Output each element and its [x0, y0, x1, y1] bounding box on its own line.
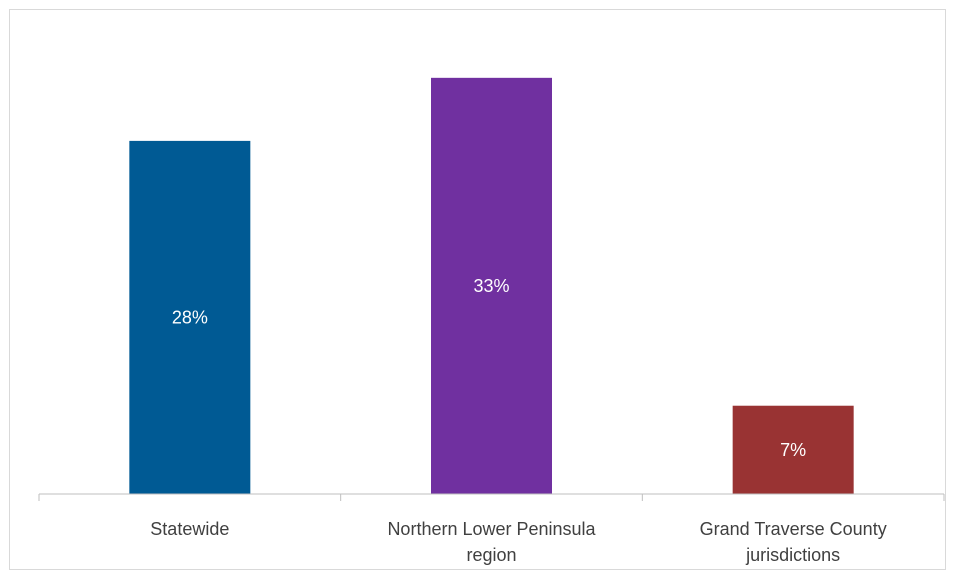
bar-value-label-0: 28%: [172, 307, 208, 327]
category-label-2-line-0: Grand Traverse County: [700, 519, 887, 539]
category-label-1-line-0: Northern Lower Peninsula: [387, 519, 596, 539]
category-label-1-line-1: region: [466, 545, 516, 565]
bar-value-label-2: 7%: [780, 440, 806, 460]
category-label-2-line-1: jurisdictions: [745, 545, 840, 565]
bar-value-label-1: 33%: [473, 276, 509, 296]
category-label-0: Statewide: [150, 519, 229, 539]
